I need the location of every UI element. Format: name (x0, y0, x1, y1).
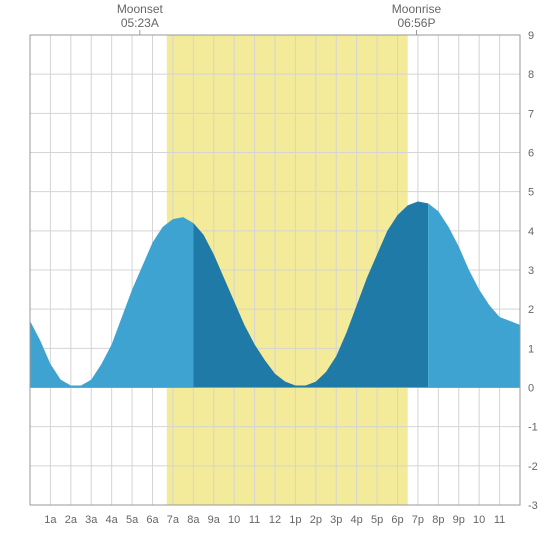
y-tick-label: 7 (528, 108, 534, 120)
x-tick-label: 3a (85, 514, 98, 526)
x-tick-label: 11 (494, 514, 505, 526)
chart-svg: 1a2a3a4a5a6a7a8a9a1011121p2p3p4p5p6p7p8p… (0, 0, 550, 550)
x-tick-label: 7p (412, 514, 424, 526)
y-tick-label: 9 (528, 30, 534, 42)
x-tick-label: 6a (146, 514, 159, 526)
y-tick-label: 4 (528, 226, 534, 238)
x-tick-label: 5p (371, 514, 383, 526)
y-tick-label: 3 (528, 265, 534, 277)
y-tick-label: 1 (528, 343, 534, 355)
moonrise-time: 06:56P (397, 16, 435, 30)
y-tick-label: 6 (528, 148, 534, 160)
x-tick-label: 7a (167, 514, 180, 526)
x-tick-label: 2p (310, 514, 322, 526)
x-tick-label: 1a (44, 514, 57, 526)
x-tick-label: 10 (473, 514, 485, 526)
y-tick-label: 0 (528, 383, 534, 395)
x-tick-label: 9a (208, 514, 221, 526)
x-tick-label: 1p (289, 514, 301, 526)
x-tick-label: 2a (65, 514, 78, 526)
x-tick-label: 9p (453, 514, 465, 526)
moonset-title: Moonset (117, 2, 164, 16)
moonset-time: 05:23A (121, 16, 159, 30)
x-tick-label: 8p (432, 514, 444, 526)
tide-chart: 1a2a3a4a5a6a7a8a9a1011121p2p3p4p5p6p7p8p… (0, 0, 550, 550)
y-tick-label: -2 (528, 461, 538, 473)
x-tick-label: 6p (391, 514, 403, 526)
x-tick-label: 10 (228, 514, 240, 526)
y-tick-label: 8 (528, 69, 534, 81)
y-tick-label: -3 (528, 500, 538, 512)
y-tick-label: -1 (528, 422, 538, 434)
moonrise-title: Moonrise (392, 2, 442, 16)
x-tick-label: 3p (330, 514, 342, 526)
x-tick-label: 5a (126, 514, 139, 526)
x-tick-label: 4p (351, 514, 363, 526)
x-tick-label: 4a (106, 514, 119, 526)
y-tick-label: 2 (528, 304, 534, 316)
x-tick-label: 11 (249, 514, 260, 526)
x-tick-label: 12 (269, 514, 281, 526)
y-tick-label: 5 (528, 187, 534, 199)
x-tick-label: 8a (187, 514, 200, 526)
